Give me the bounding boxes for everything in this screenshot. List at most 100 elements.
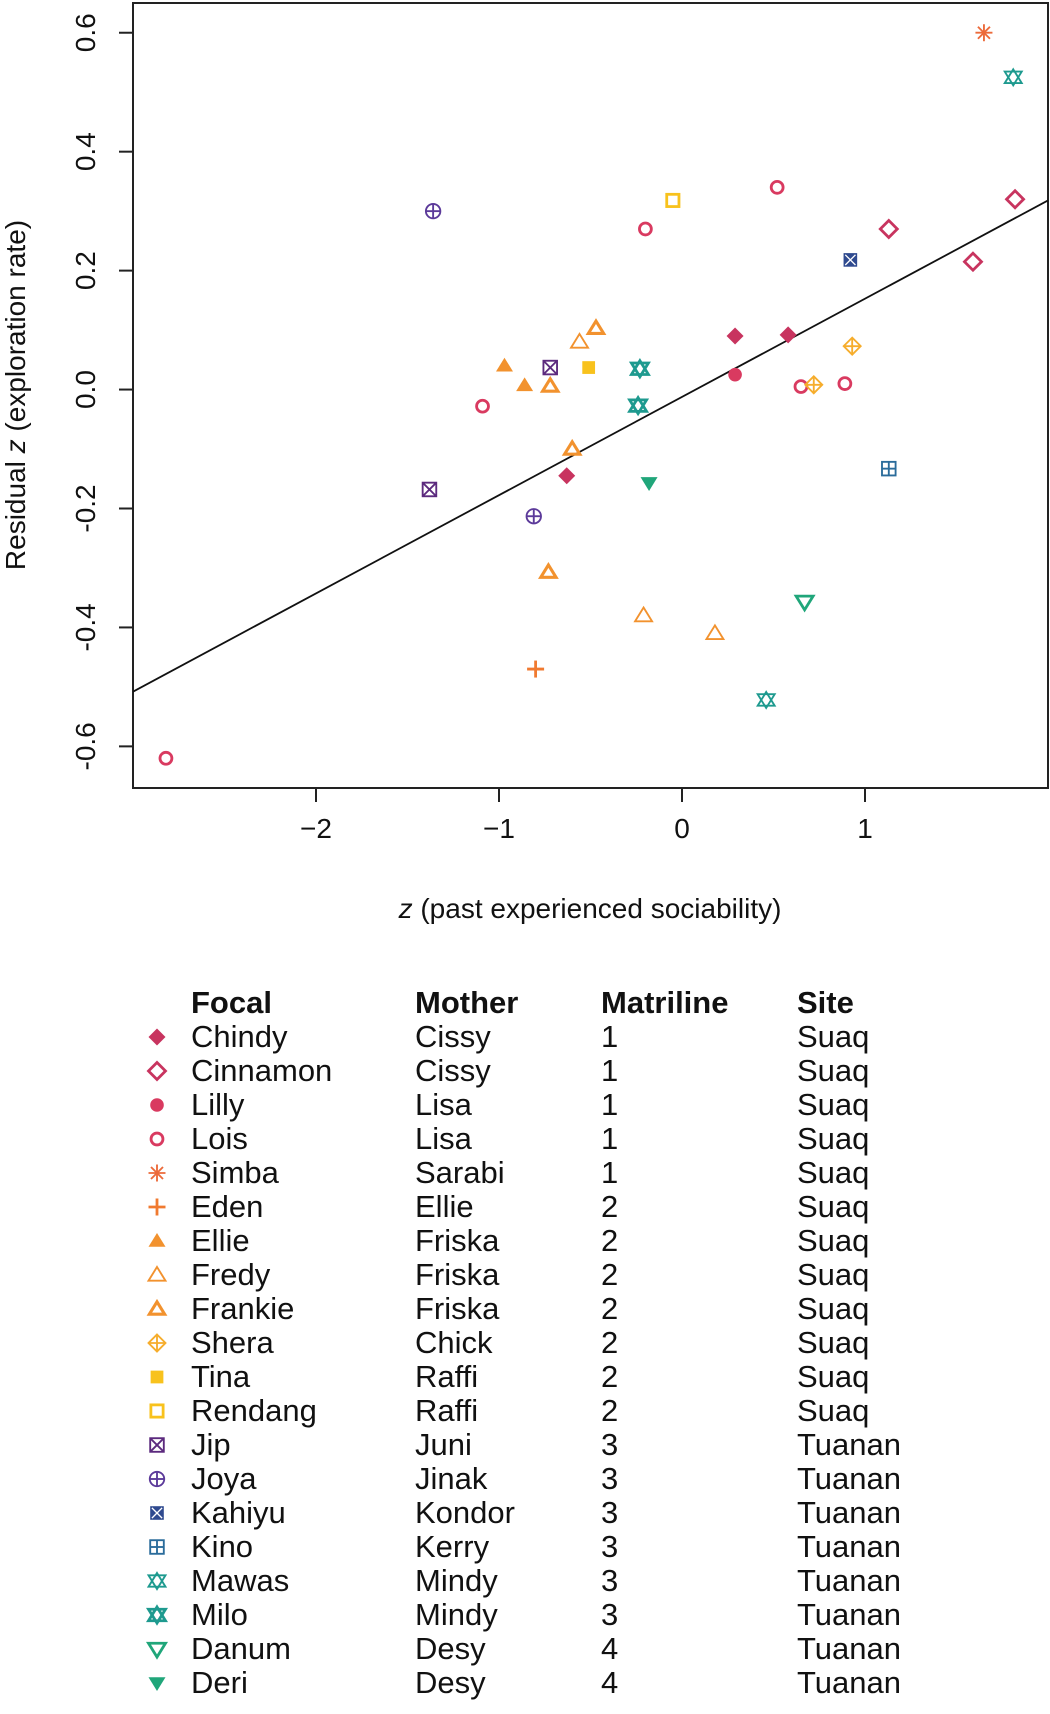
point-frankie — [585, 318, 607, 336]
point-lois — [793, 379, 809, 394]
legend-matriline: 2 — [601, 1393, 619, 1428]
legend-row: Cinnamon Cissy 1 Suaq — [145, 1054, 1005, 1088]
point-jip — [421, 481, 438, 498]
legend-header-mother: Mother — [415, 985, 519, 1020]
y-tick-label: -0.4 — [70, 603, 101, 651]
legend-row: Rendang Raffi 2 Suaq — [145, 1394, 1005, 1428]
point-joya — [525, 508, 542, 525]
point-milo — [628, 358, 651, 380]
legend-focal: Kahiyu — [191, 1495, 286, 1530]
point-danum — [793, 594, 816, 613]
legend-row: Shera Chick 2 Suaq — [145, 1326, 1005, 1360]
legend-row: Kino Kerry 3 Tuanan — [145, 1530, 1005, 1564]
point-jip — [542, 359, 558, 376]
legend-focal: Rendang — [191, 1393, 317, 1428]
legend-row: Lilly Lisa 1 Suaq — [145, 1088, 1005, 1122]
legend-site: Suaq — [797, 1087, 870, 1122]
legend-matriline: 4 — [601, 1631, 619, 1666]
legend-mother: Friska — [415, 1223, 500, 1258]
legend-matriline: 1 — [601, 1019, 619, 1054]
legend-site: Tuanan — [797, 1495, 901, 1530]
legend-site: Tuanan — [797, 1665, 901, 1700]
point-kahiyu — [843, 253, 858, 267]
legend-focal: Cinnamon — [191, 1053, 333, 1088]
legend-marker-icon — [148, 1028, 166, 1046]
legend-site: Tuanan — [797, 1597, 901, 1632]
legend-matriline: 3 — [601, 1461, 619, 1496]
legend-marker-icon — [145, 1604, 169, 1626]
legend-marker-icon — [148, 1198, 166, 1216]
legend-focal: Lilly — [191, 1087, 245, 1122]
legend-matriline: 1 — [601, 1087, 619, 1122]
legend-marker-icon — [146, 1265, 168, 1282]
point-chindy — [779, 326, 797, 344]
legend-mother: Lisa — [415, 1121, 472, 1156]
legend-mother: Lisa — [415, 1087, 472, 1122]
legend-site: Suaq — [797, 1393, 870, 1428]
legend-marker-icon — [150, 1098, 164, 1112]
legend-site: Suaq — [797, 1189, 870, 1224]
legend-matriline: 1 — [601, 1121, 619, 1156]
legend-mother: Raffi — [415, 1393, 479, 1428]
data-points — [158, 24, 1026, 766]
legend-matriline: 2 — [601, 1257, 619, 1292]
point-lois — [638, 221, 653, 237]
y-axis-label: Residual z (exploration rate) — [0, 220, 31, 570]
legend-focal: Deri — [191, 1665, 248, 1700]
point-rendang — [665, 192, 681, 208]
legend-marker-icon — [148, 1677, 166, 1692]
point-fredy — [569, 332, 590, 349]
legend-matriline: 2 — [601, 1223, 619, 1258]
legend-mother: Friska — [415, 1291, 500, 1326]
point-lois — [475, 398, 490, 414]
legend-focal: Danum — [191, 1631, 291, 1666]
legend-rows: Chindy Cissy 1 Suaq Cinnamon Cissy 1 Suaq Lilly L… — [145, 1020, 1005, 1700]
legend-mother: Cissy — [415, 1019, 491, 1054]
legend-site: Tuanan — [797, 1427, 901, 1462]
legend-row: Fredy Friska 2 Suaq — [145, 1258, 1005, 1292]
legend-marker-icon — [148, 1232, 166, 1247]
point-joya — [424, 202, 442, 220]
point-tina — [582, 361, 596, 374]
legend-focal: Fredy — [191, 1257, 271, 1292]
point-shera — [842, 336, 863, 356]
legend-mother: Kerry — [415, 1529, 490, 1564]
point-cinnamon — [1004, 188, 1026, 210]
point-lilly — [728, 367, 742, 382]
legend-mother: Chick — [415, 1325, 493, 1360]
legend-marker-icon — [149, 1539, 165, 1555]
legend-matriline: 2 — [601, 1325, 619, 1360]
legend-focal: Mawas — [191, 1563, 290, 1598]
point-kino — [881, 460, 897, 477]
point-cinnamon — [962, 251, 984, 273]
x-tick-label: 0 — [674, 813, 690, 844]
regression-line — [132, 199, 1049, 693]
legend-focal: Simba — [191, 1155, 279, 1190]
point-fredy — [704, 623, 726, 641]
legend-site: Tuanan — [797, 1563, 901, 1598]
scatter-plot: −2 −1 0 1 -0.6 -0.4 -0.2 0.0 0.2 0.4 0.6 z (past … — [0, 2, 1049, 924]
y-axis: -0.6 -0.4 -0.2 0.0 0.2 0.4 0.6 — [70, 13, 133, 770]
plot-frame — [132, 2, 1049, 789]
point-lois — [158, 750, 174, 766]
legend-site: Suaq — [797, 1053, 870, 1088]
legend-row: Mawas Mindy 3 Tuanan — [145, 1564, 1005, 1598]
legend-matriline: 2 — [601, 1291, 619, 1326]
y-tick-label: 0.4 — [70, 132, 101, 171]
legend-mother: Kondor — [415, 1495, 515, 1530]
legend-focal: Jip — [191, 1427, 231, 1462]
point-shera — [803, 374, 824, 395]
legend-focal: Eden — [191, 1189, 264, 1224]
legend-row: Milo Mindy 3 Tuanan — [145, 1598, 1005, 1632]
legend-mother: Desy — [415, 1665, 486, 1700]
point-cinnamon — [878, 218, 900, 240]
legend-row: Tina Raffi 2 Suaq — [145, 1360, 1005, 1394]
point-frankie — [537, 561, 559, 579]
legend-focal: Kino — [191, 1529, 254, 1564]
legend-row: Frankie Friska 2 Suaq — [145, 1292, 1005, 1326]
legend-mother: Sarabi — [415, 1155, 505, 1190]
legend-marker-icon — [146, 1298, 168, 1316]
x-tick-label: −2 — [300, 813, 332, 844]
legend-focal: Joya — [191, 1461, 257, 1496]
legend-site: Suaq — [797, 1223, 870, 1258]
